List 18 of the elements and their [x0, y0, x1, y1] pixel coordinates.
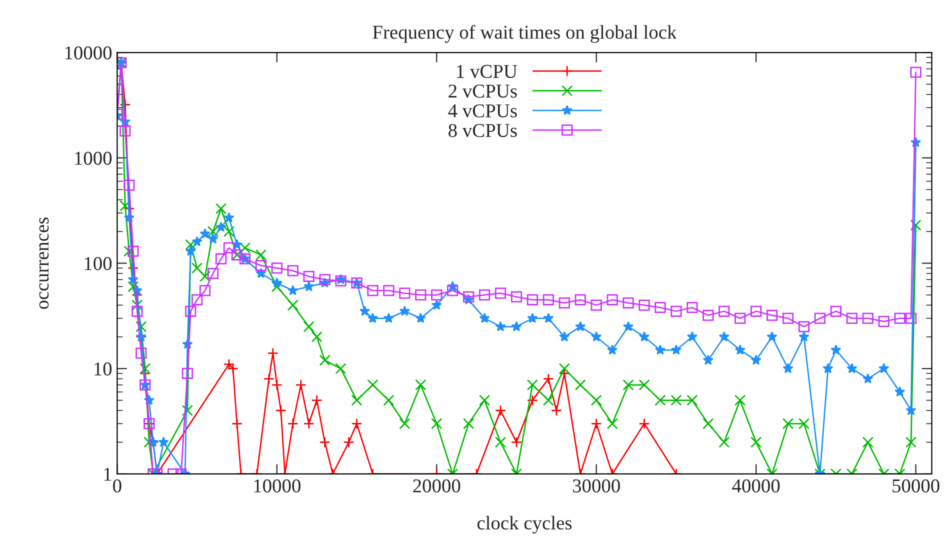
legend-label: 2 vCPUs [448, 84, 517, 98]
x-tick-label: 20000 [413, 479, 460, 492]
y-tick-label: 10 [94, 362, 112, 376]
chart-title: Frequency of wait times on global lock [372, 24, 677, 43]
y-tick-label: 1 [104, 468, 112, 481]
x-axis-title: clock cycles [477, 516, 572, 534]
y-axis-title: occurrences [39, 218, 49, 309]
legend-label: 4 vCPUs [448, 104, 517, 118]
x-tick-label: 50000 [892, 479, 940, 492]
legend-label: 1 vCPU [457, 64, 518, 78]
x-tick-label: 10000 [254, 479, 300, 492]
y-tick-label: 100 [84, 257, 112, 270]
x-tick-label: 40000 [732, 479, 780, 492]
y-tick-label: 1000 [75, 152, 112, 165]
x-tick-label: 30000 [572, 479, 620, 492]
x-tick-label: 0 [113, 479, 122, 492]
y-tick-label: 10000 [65, 46, 112, 60]
legend-label: 8 vCPUs [448, 124, 517, 138]
